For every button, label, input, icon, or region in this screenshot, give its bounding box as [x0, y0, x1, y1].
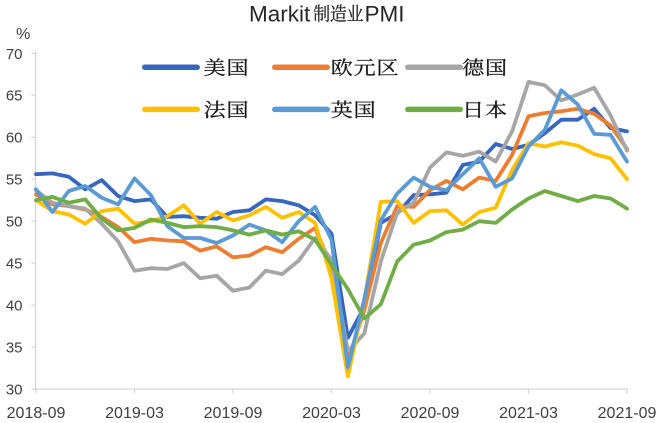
svg-text:PMI: PMI — [365, 2, 405, 27]
svg-text:50: 50 — [6, 214, 23, 231]
svg-text:65: 65 — [6, 88, 23, 105]
svg-text:35: 35 — [6, 339, 23, 356]
svg-text:2021-09: 2021-09 — [598, 405, 657, 422]
svg-text:2019-03: 2019-03 — [105, 405, 164, 422]
svg-text:2019-09: 2019-09 — [204, 405, 263, 422]
svg-text:45: 45 — [6, 256, 23, 273]
svg-text:60: 60 — [6, 130, 23, 147]
svg-text:2021-03: 2021-03 — [499, 405, 558, 422]
svg-text:2020-03: 2020-03 — [302, 405, 361, 422]
svg-text:2018-09: 2018-09 — [7, 405, 66, 422]
svg-text:40: 40 — [6, 298, 23, 315]
svg-text:%: % — [16, 26, 30, 43]
svg-text:70: 70 — [6, 46, 23, 63]
svg-text:Markit: Markit — [249, 2, 311, 27]
svg-text:55: 55 — [6, 172, 23, 189]
svg-text:30: 30 — [6, 381, 23, 398]
svg-text:2020-09: 2020-09 — [401, 405, 460, 422]
